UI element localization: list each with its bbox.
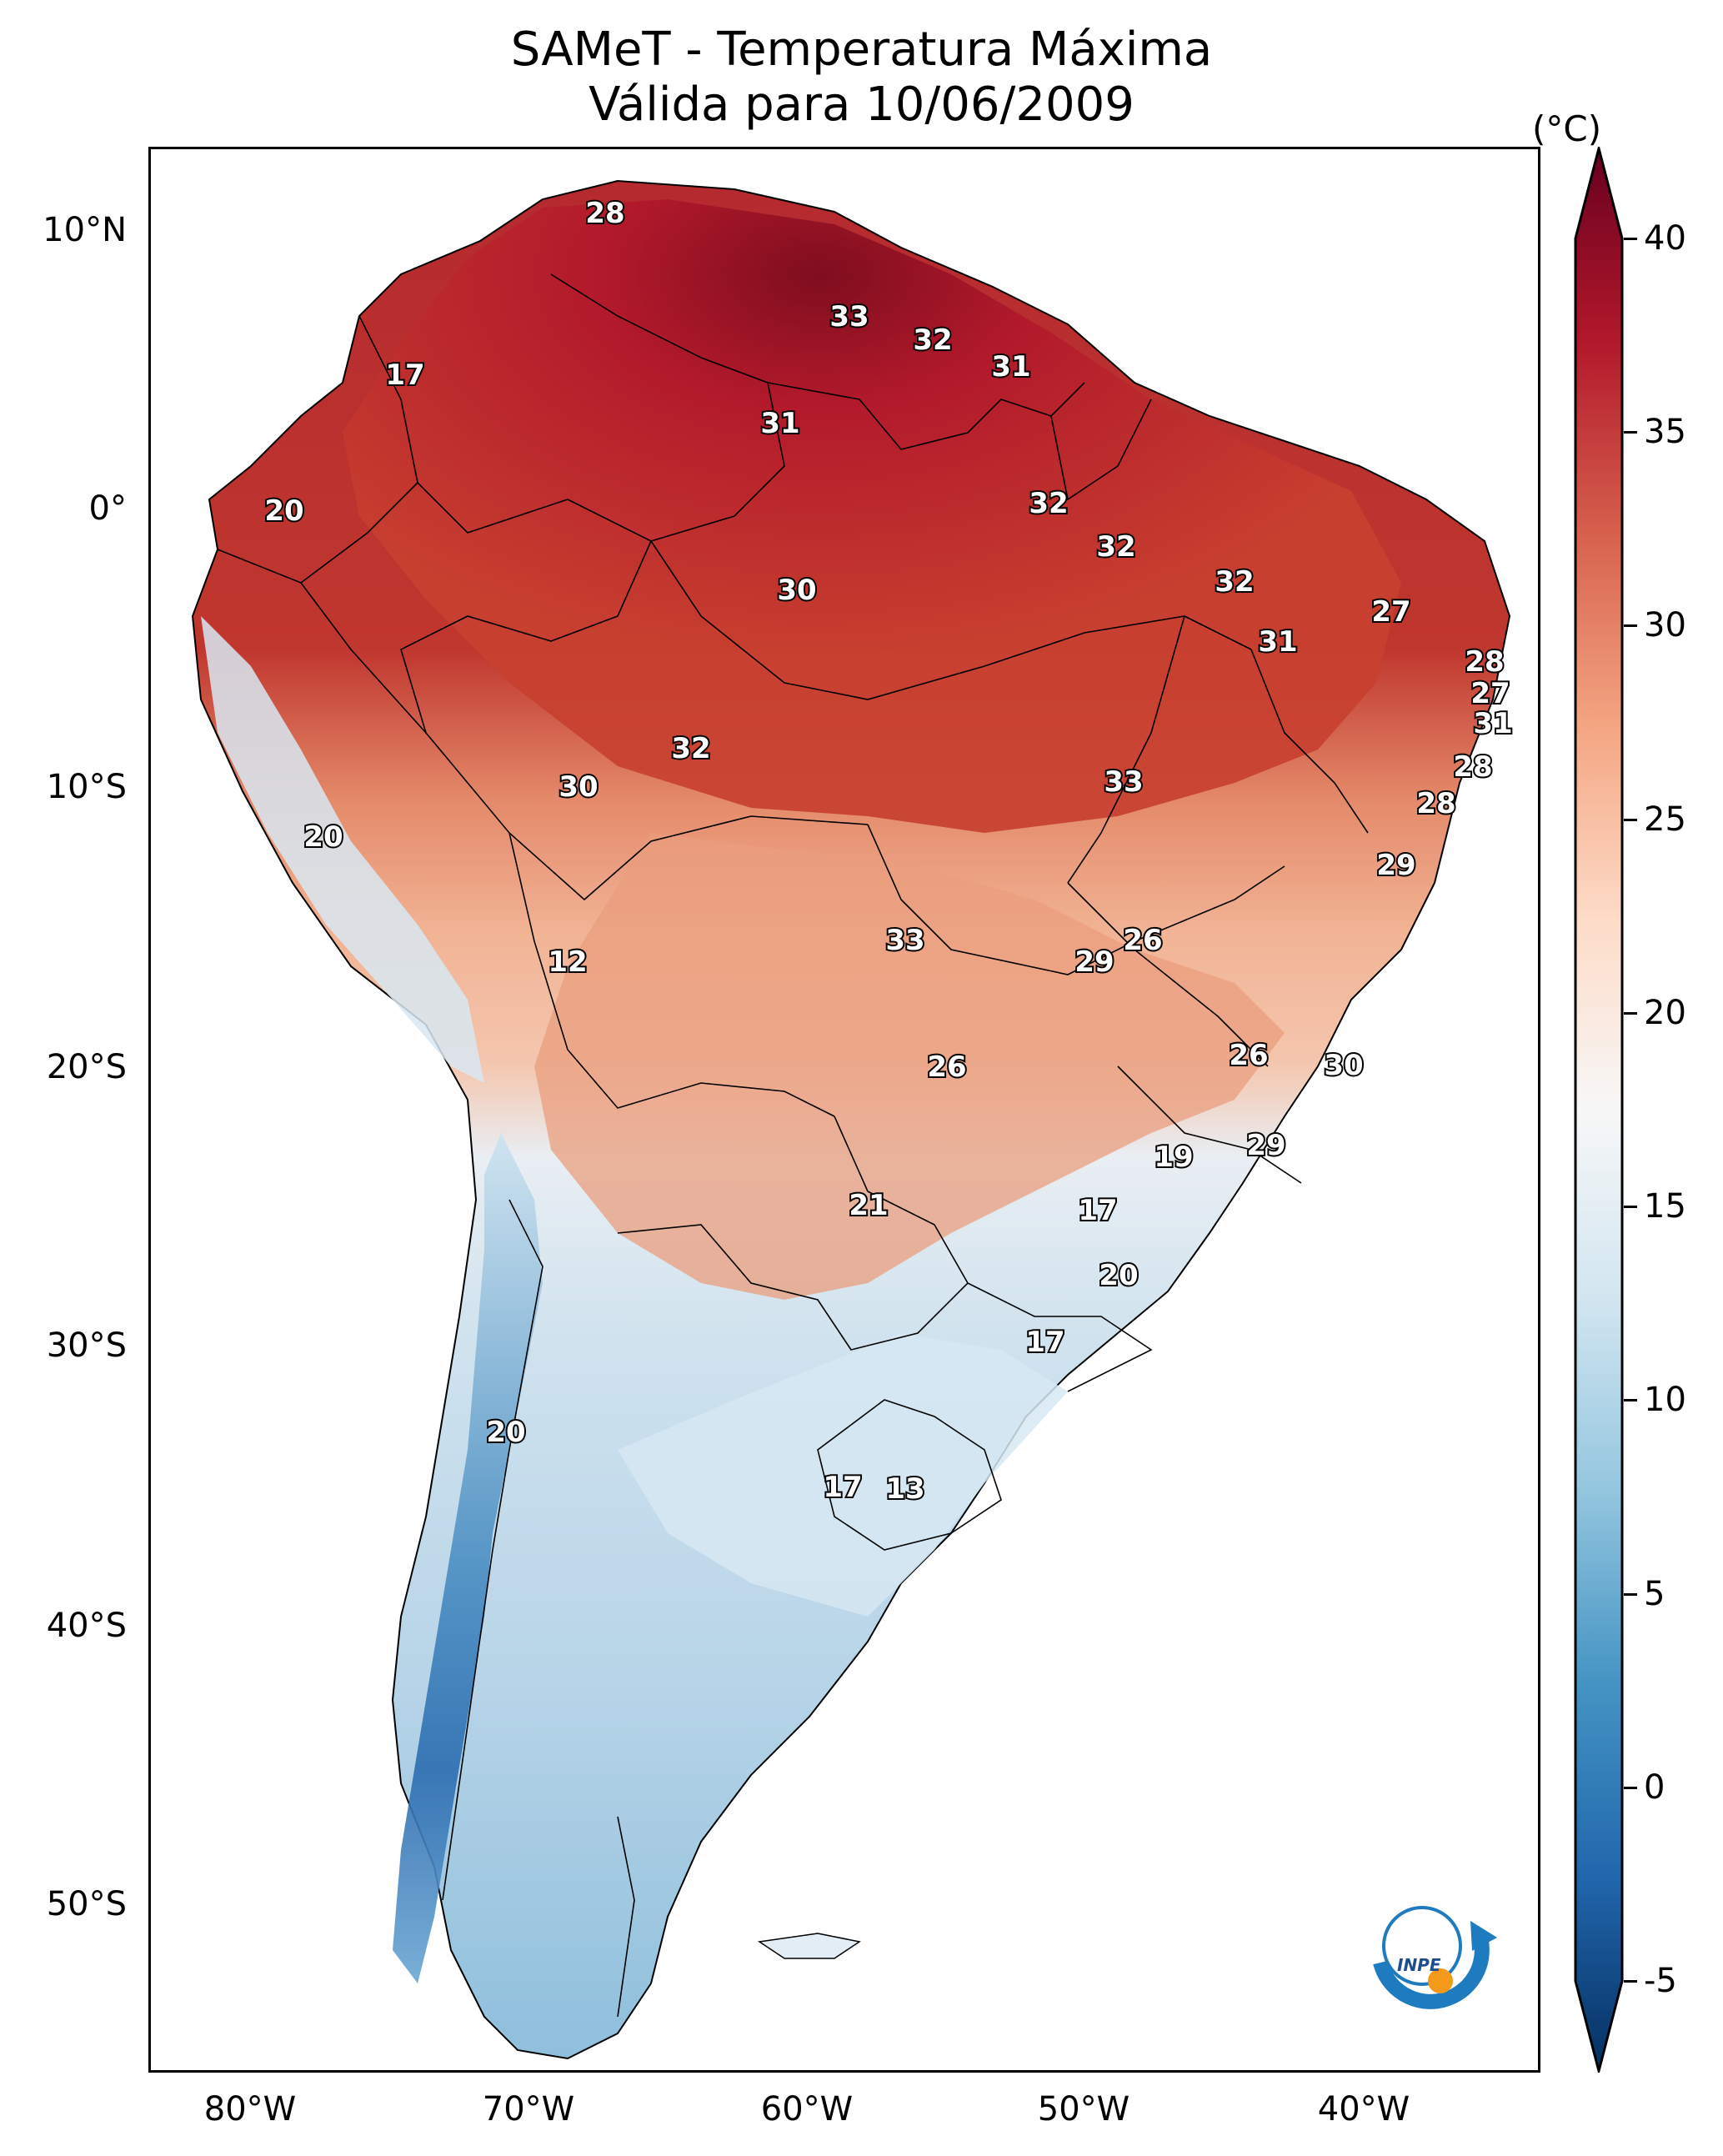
station-label: 28 — [585, 197, 624, 230]
station-label: 20 — [486, 1416, 525, 1449]
lon-tick-label: 40°W — [1317, 2090, 1410, 2128]
map-panel: 28 33 32 31 17 31 20 32 32 32 30 27 31 2… — [148, 147, 1540, 2073]
colorbar-tick-mark — [1624, 818, 1637, 821]
colorbar-tick-mark — [1624, 1980, 1637, 1983]
station-label: 31 — [760, 407, 799, 440]
lat-tick-label: 10°N — [43, 211, 127, 249]
falkland-islands — [757, 1933, 861, 1959]
country-borders — [217, 273, 1369, 2018]
colorbar-tick-mark — [1624, 1206, 1637, 1209]
station-label: 26 — [927, 1050, 966, 1084]
cool-region-south — [618, 1333, 1068, 1617]
station-label: 33 — [1104, 765, 1143, 799]
station-label: 28 — [1453, 750, 1492, 784]
station-label: 32 — [1096, 530, 1135, 564]
andes-cold-ridge — [393, 1133, 543, 1983]
inpe-logo: INPE — [1373, 1906, 1497, 2009]
station-label: 31 — [991, 350, 1030, 384]
colorbar-tick-label: 5 — [1644, 1574, 1665, 1613]
warm-region-center — [534, 833, 1285, 1300]
lat-tick-label: 0° — [88, 489, 127, 528]
station-label: 29 — [1074, 945, 1114, 979]
colorbar-tick-label: 0 — [1644, 1767, 1665, 1807]
station-label: 30 — [777, 574, 816, 607]
station-label: 12 — [548, 945, 587, 979]
station-labels: 28 33 32 31 17 31 20 32 32 32 30 27 31 2… — [263, 195, 1514, 1507]
station-label: 26 — [1123, 924, 1162, 957]
station-label: 30 — [1324, 1049, 1363, 1082]
map-title-line2: Válida para 10/06/2009 — [589, 78, 1134, 132]
colorbar-tick-mark — [1624, 431, 1637, 434]
station-label: 20 — [303, 820, 343, 854]
station-label: 17 — [1078, 1194, 1117, 1227]
colorbar-tick-label: 40 — [1644, 219, 1686, 258]
hot-region-north — [343, 199, 1401, 833]
station-label: 21 — [849, 1189, 888, 1222]
colorbar-tick-label: 30 — [1644, 606, 1686, 645]
station-label: 29 — [1376, 849, 1415, 882]
station-label: 32 — [671, 732, 710, 765]
colorbar-tick-mark — [1624, 1592, 1637, 1596]
lat-tick-label: 20°S — [46, 1048, 127, 1086]
station-label: 27 — [1470, 677, 1510, 710]
station-label: 20 — [264, 494, 303, 528]
colorbar-tick-mark — [1624, 624, 1637, 628]
station-label: 20 — [1099, 1259, 1138, 1292]
colorbar-tick-label: 15 — [1644, 1187, 1686, 1226]
colorbar-tick-mark — [1624, 1399, 1637, 1402]
station-label: 17 — [823, 1471, 862, 1504]
colorbar-tick-label: -5 — [1644, 1962, 1677, 2000]
lon-tick-label: 60°W — [760, 2090, 854, 2128]
lat-tick-label: 30°S — [46, 1326, 127, 1365]
colorbar-tick-label: 20 — [1644, 993, 1686, 1032]
colorbar-tick-label: 35 — [1644, 413, 1686, 452]
temperature-map: 28 33 32 31 17 31 20 32 32 32 30 27 31 2… — [191, 179, 1515, 2060]
inpe-logo-text: INPE — [1397, 1955, 1441, 1975]
station-label: 33 — [829, 300, 869, 333]
station-label: 31 — [1258, 625, 1297, 659]
station-label: 32 — [1029, 487, 1068, 520]
colorbar-tick-mark — [1624, 1786, 1637, 1789]
station-label: 13 — [885, 1472, 924, 1506]
station-label: 28 — [1416, 787, 1455, 820]
station-label: 17 — [1025, 1326, 1064, 1359]
lon-tick-label: 50°W — [1037, 2090, 1130, 2128]
lat-tick-label: 50°S — [46, 1885, 127, 1923]
andes-cold-ridge-north — [201, 616, 484, 1083]
station-label: 33 — [885, 924, 924, 957]
lat-tick-label: 40°S — [46, 1607, 127, 1645]
station-label: 31 — [1473, 707, 1512, 740]
colorbar-tick-label: 10 — [1644, 1381, 1686, 1420]
station-label: 17 — [385, 358, 424, 392]
lon-tick-label: 70°W — [482, 2090, 575, 2128]
colorbar-tick-label: 25 — [1644, 800, 1686, 839]
station-label: 29 — [1246, 1129, 1285, 1162]
station-label: 30 — [558, 770, 598, 804]
colorbar — [1574, 147, 1624, 2073]
colorbar-unit-label: (°C) — [1532, 108, 1602, 149]
station-label: 19 — [1154, 1141, 1193, 1174]
colorbar-tick-mark — [1624, 1011, 1637, 1015]
station-label: 32 — [1215, 565, 1254, 599]
lat-tick-label: 10°S — [46, 768, 127, 806]
colorbar-tick-mark — [1624, 238, 1637, 240]
station-label: 28 — [1465, 645, 1504, 679]
station-label: 27 — [1371, 595, 1410, 629]
station-label: 26 — [1229, 1039, 1268, 1072]
lon-tick-label: 80°W — [203, 2090, 297, 2128]
station-label: 32 — [913, 323, 952, 357]
map-title-line1: SAMeT - Temperatura Máxima — [510, 23, 1213, 77]
